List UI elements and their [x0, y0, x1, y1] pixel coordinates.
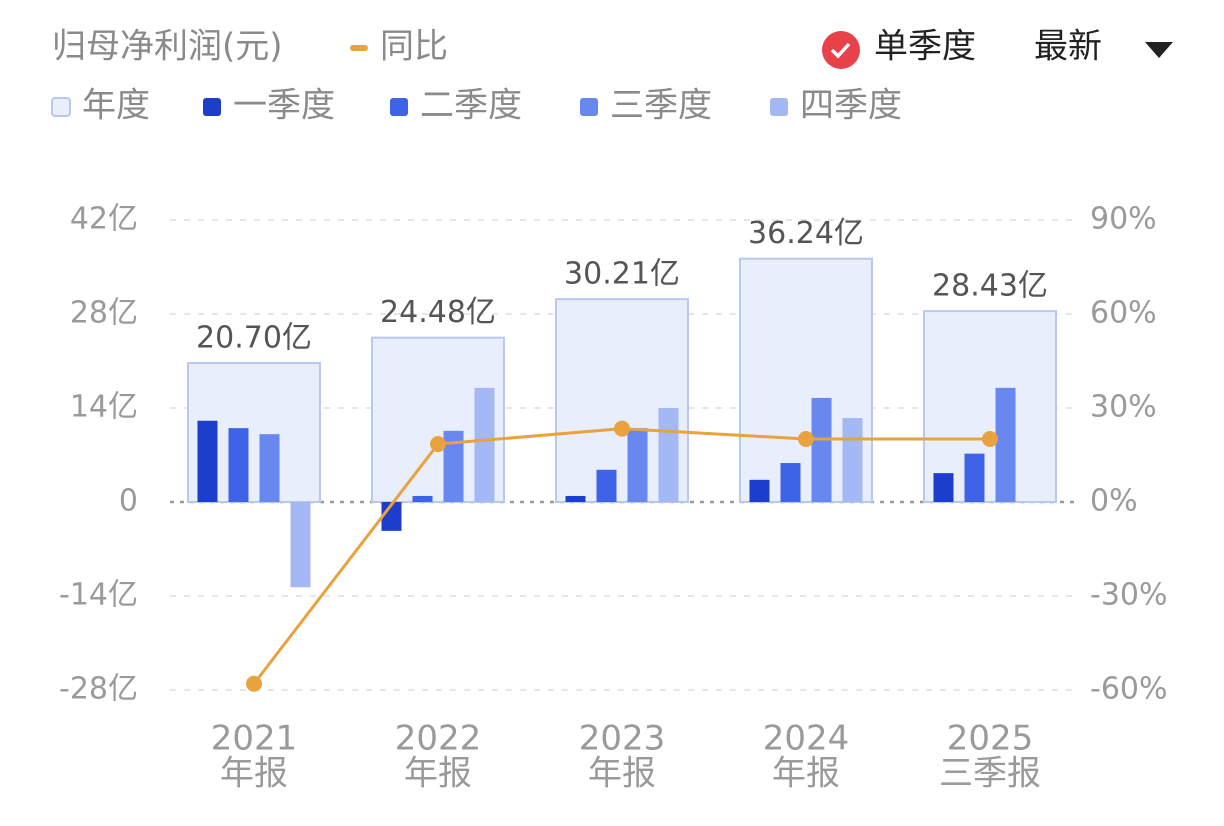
- quarter-bar: [259, 434, 280, 502]
- quarter-bar: [228, 428, 249, 502]
- y2-tick-label: -30%: [1090, 578, 1168, 613]
- y2-tick-label: 0%: [1090, 484, 1138, 519]
- legend-label: 二季度: [420, 86, 522, 126]
- value-label: 36.24亿: [748, 216, 864, 251]
- x-tick-label: 2021: [211, 719, 298, 759]
- y-tick-label: 28亿: [70, 296, 138, 331]
- x-tick-label: 年报: [772, 754, 840, 794]
- quarter-bar: [964, 453, 985, 502]
- quarter-bar: [627, 428, 648, 502]
- dropdown-arrow: [1145, 42, 1173, 58]
- x-tick-label: 年报: [404, 754, 472, 794]
- legend-marker: [51, 97, 71, 117]
- y-tick-label: 14亿: [70, 390, 138, 425]
- quarter-bar: [443, 430, 464, 502]
- value-label: 28.43亿: [932, 269, 1048, 304]
- legend-label: 同比: [380, 27, 448, 67]
- yoy-point: [614, 420, 630, 437]
- legend-marker: [390, 98, 408, 116]
- quarter-bar: [565, 495, 586, 502]
- y-tick-label: 42亿: [70, 202, 138, 237]
- x-tick-label: 2023: [579, 719, 666, 759]
- x-tick-label: 年报: [588, 754, 656, 794]
- quarter-bar: [596, 469, 617, 502]
- quarter-bar: [412, 495, 433, 502]
- quarter-bar: [780, 463, 801, 502]
- value-label: 24.48亿: [380, 295, 496, 330]
- quarter-bar: [749, 479, 770, 502]
- yoy-point: [430, 436, 446, 453]
- check-mark: [830, 42, 851, 59]
- legend-label: 年度: [82, 86, 150, 126]
- quarter-bar: [811, 397, 832, 502]
- y2-tick-label: 30%: [1090, 390, 1157, 425]
- y2-tick-label: 90%: [1090, 202, 1157, 237]
- y-tick-label: -14亿: [59, 578, 138, 613]
- legend-marker: [770, 98, 788, 116]
- chart-title: 归母净利润(元): [52, 27, 283, 67]
- yoy-point: [246, 675, 262, 692]
- value-label: 20.70亿: [196, 321, 312, 356]
- quarter-bar: [995, 387, 1016, 502]
- quarter-bar: [290, 502, 311, 588]
- legend-label: 三季度: [610, 86, 712, 126]
- quarter-bar: [842, 418, 863, 502]
- legend-marker: [580, 98, 598, 116]
- annual-bar: [923, 310, 1057, 503]
- dropdown-label: 最新: [1034, 27, 1102, 67]
- y-tick-label: 0: [119, 484, 138, 519]
- x-tick-label: 2024: [763, 719, 850, 759]
- y2-tick-label: 60%: [1090, 296, 1157, 331]
- y-tick-label: -28亿: [59, 672, 138, 707]
- x-tick-label: 2022: [395, 719, 482, 759]
- legend-label: 四季度: [800, 86, 902, 126]
- dropdown[interactable]: 最新: [1034, 27, 1173, 67]
- y2-tick-label: -60%: [1090, 672, 1168, 707]
- x-tick-label: 2025: [947, 719, 1034, 759]
- legend-marker: [350, 45, 368, 51]
- x-tick-label: 三季报: [939, 754, 1041, 794]
- yoy-point: [798, 431, 814, 448]
- x-tick-label: 年报: [220, 754, 288, 794]
- quarter-bar: [474, 387, 495, 502]
- legend-marker: [203, 98, 221, 116]
- quarter-bar: [197, 420, 218, 502]
- legend-label: 一季度: [233, 86, 335, 126]
- check-icon: [822, 31, 860, 69]
- toggle-label: 单季度: [874, 27, 976, 67]
- toggle[interactable]: 单季度: [822, 27, 976, 70]
- quarter-bar: [933, 473, 954, 502]
- value-label: 30.21亿: [564, 257, 680, 292]
- yoy-point: [982, 431, 998, 448]
- quarter-bar: [658, 408, 679, 502]
